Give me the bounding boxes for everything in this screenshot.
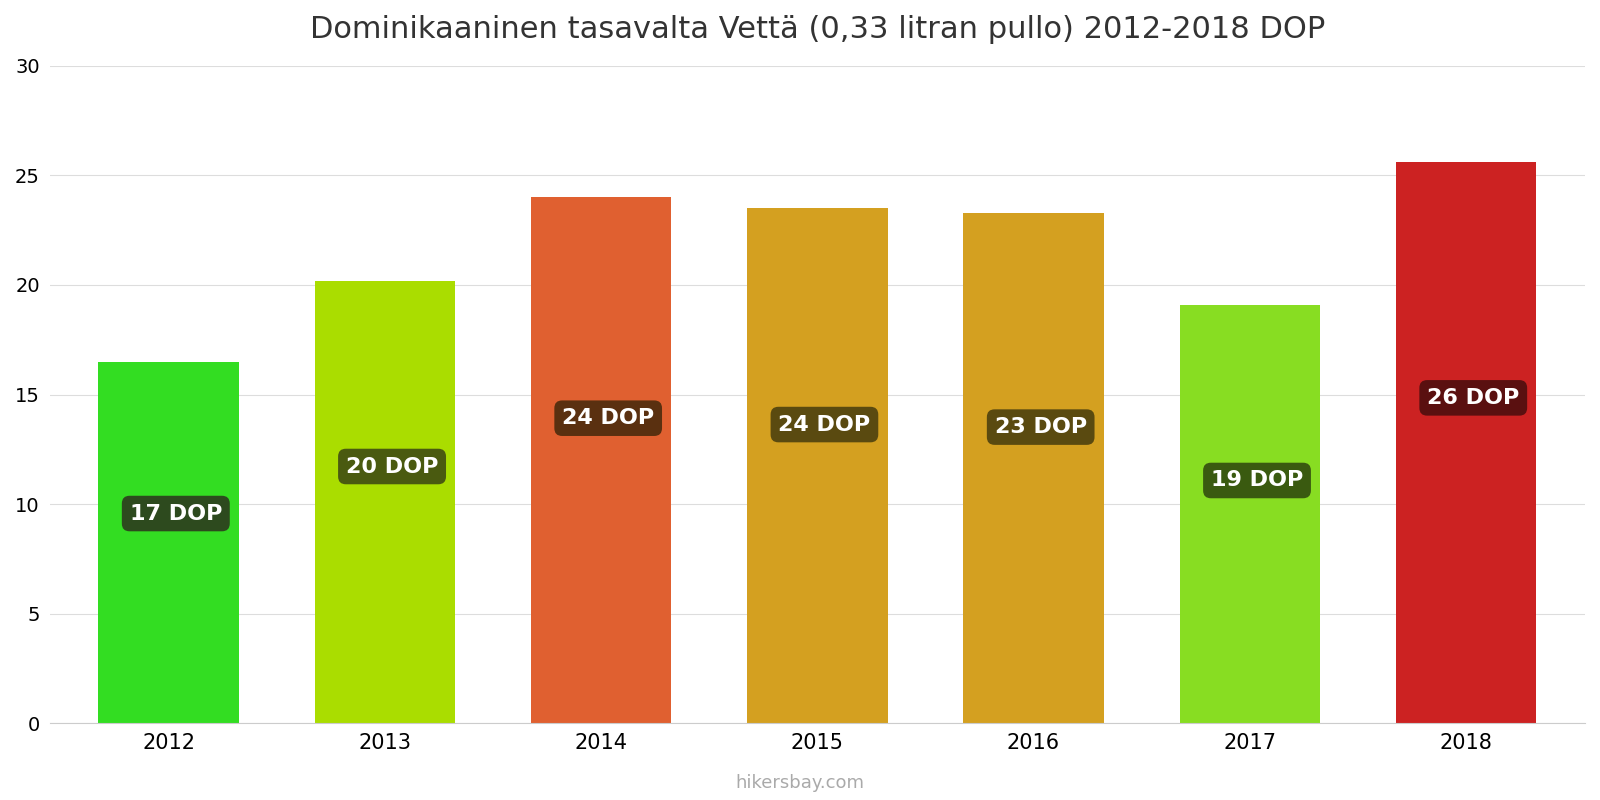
Bar <box>531 198 672 723</box>
Text: 23 DOP: 23 DOP <box>995 417 1086 437</box>
Text: 26 DOP: 26 DOP <box>1427 388 1520 408</box>
Bar <box>1395 162 1536 723</box>
Text: 17 DOP: 17 DOP <box>130 503 222 523</box>
Text: 19 DOP: 19 DOP <box>1211 470 1302 490</box>
Bar <box>1179 305 1320 723</box>
Text: hikersbay.com: hikersbay.com <box>736 774 864 792</box>
Text: 24 DOP: 24 DOP <box>562 408 654 428</box>
Text: 20 DOP: 20 DOP <box>346 457 438 477</box>
Bar <box>747 208 888 723</box>
Text: 24 DOP: 24 DOP <box>778 414 870 434</box>
Bar <box>98 362 238 723</box>
Bar <box>963 213 1104 723</box>
Bar <box>315 281 454 723</box>
Title: Dominikaaninen tasavalta Vettä (0,33 litran pullo) 2012-2018 DOP: Dominikaaninen tasavalta Vettä (0,33 lit… <box>310 15 1325 44</box>
